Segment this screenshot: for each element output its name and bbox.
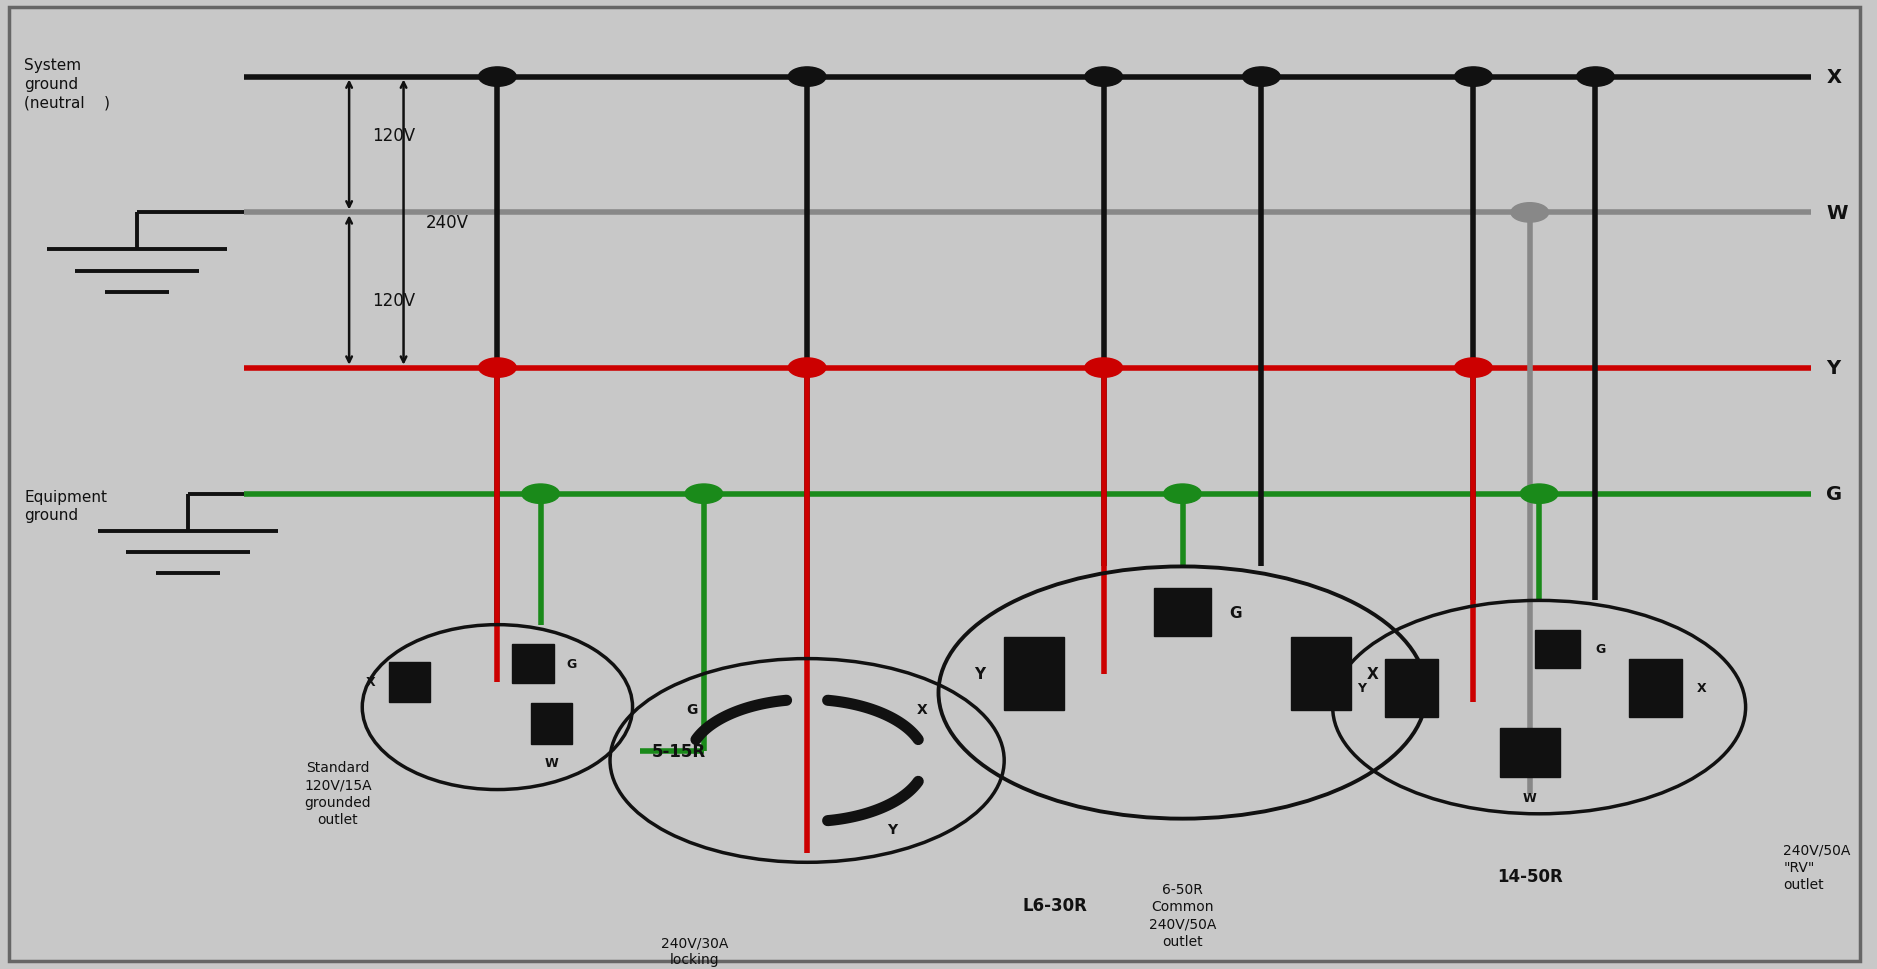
Circle shape <box>685 484 723 504</box>
Text: Equipment
ground: Equipment ground <box>24 489 107 523</box>
Bar <box>389 662 430 703</box>
Text: Y: Y <box>888 822 897 836</box>
Text: 240V: 240V <box>426 214 469 232</box>
Text: X: X <box>1366 667 1378 681</box>
Circle shape <box>1455 359 1492 378</box>
Text: 5-15R: 5-15R <box>651 742 706 760</box>
Text: W: W <box>1522 791 1537 803</box>
Circle shape <box>788 359 826 378</box>
Text: System
ground
(neutral    ): System ground (neutral ) <box>24 58 111 110</box>
Circle shape <box>788 68 826 87</box>
Circle shape <box>1085 68 1122 87</box>
Text: 240V/30A
locking
outlet: 240V/30A locking outlet <box>661 935 728 969</box>
Circle shape <box>1243 68 1280 87</box>
Circle shape <box>1577 68 1614 87</box>
Bar <box>1500 729 1560 777</box>
Text: G: G <box>567 657 576 671</box>
Circle shape <box>1511 203 1549 223</box>
Bar <box>1629 659 1682 717</box>
Text: L6-30R: L6-30R <box>1023 896 1089 915</box>
Text: 6-50R
Common
240V/50A
outlet: 6-50R Common 240V/50A outlet <box>1149 882 1216 948</box>
Text: W: W <box>1826 203 1847 223</box>
Text: 240V/50A
"RV"
outlet: 240V/50A "RV" outlet <box>1783 843 1851 891</box>
Text: G: G <box>1229 605 1243 620</box>
Circle shape <box>479 359 516 378</box>
Circle shape <box>479 68 516 87</box>
Bar <box>531 703 572 744</box>
Bar <box>512 644 554 683</box>
Text: X: X <box>1826 68 1841 87</box>
Circle shape <box>1520 484 1558 504</box>
Text: 120V: 120V <box>372 292 415 309</box>
Text: Y: Y <box>974 667 985 681</box>
Text: G: G <box>1595 642 1605 656</box>
Bar <box>1004 638 1064 710</box>
Text: X: X <box>366 675 375 689</box>
Text: Y: Y <box>1826 359 1841 378</box>
Text: G: G <box>685 703 698 716</box>
Text: 120V: 120V <box>372 127 415 144</box>
Circle shape <box>522 484 559 504</box>
Circle shape <box>1164 484 1201 504</box>
Bar <box>1385 659 1438 717</box>
Bar <box>1291 638 1351 710</box>
Text: Standard
120V/15A
grounded
outlet: Standard 120V/15A grounded outlet <box>304 761 372 827</box>
Text: X: X <box>916 703 927 716</box>
Text: G: G <box>1826 484 1843 504</box>
Text: 14-50R: 14-50R <box>1496 867 1564 886</box>
Text: Y: Y <box>1357 681 1366 695</box>
Bar <box>1154 588 1211 637</box>
Text: X: X <box>1697 681 1706 695</box>
Bar <box>1535 630 1580 669</box>
Text: W: W <box>544 756 559 768</box>
Circle shape <box>1455 68 1492 87</box>
Circle shape <box>1085 359 1122 378</box>
